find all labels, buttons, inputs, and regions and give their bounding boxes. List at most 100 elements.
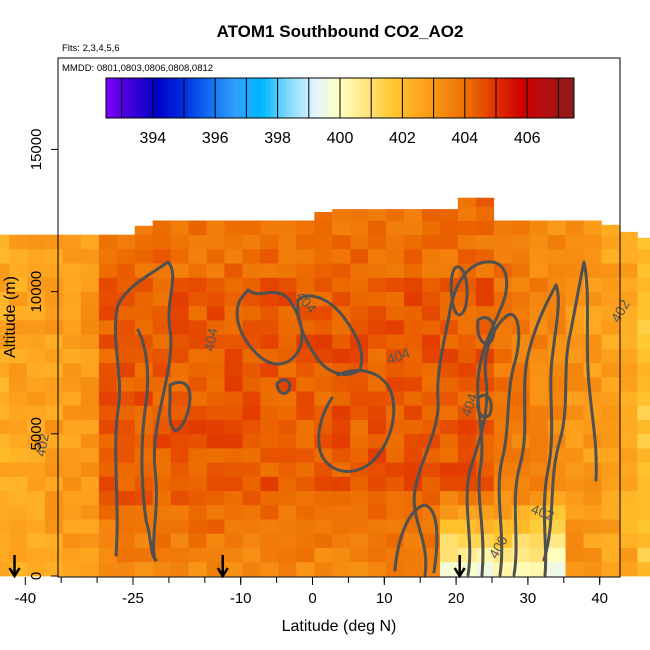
- heatmap-cell: [206, 348, 225, 364]
- heatmap-cell: [116, 248, 136, 264]
- heatmap-cell: [404, 362, 423, 378]
- heatmap-cell: [260, 462, 279, 477]
- heatmap-cell: [368, 433, 387, 449]
- heatmap-cell: [116, 391, 136, 406]
- heatmap-cell: [457, 305, 477, 321]
- heatmap-cell: [583, 234, 602, 250]
- heatmap-cell: [404, 533, 423, 548]
- heatmap-cell: [116, 433, 136, 449]
- heatmap-cell: [296, 561, 315, 577]
- heatmap-cell: [439, 405, 459, 420]
- heatmap-cell: [63, 263, 82, 278]
- heatmap-cell: [439, 433, 459, 449]
- heatmap-cell: [188, 320, 207, 335]
- heatmap-cell: [439, 533, 459, 548]
- heatmap-cell: [547, 476, 566, 492]
- heatmap-cell: [45, 448, 64, 463]
- heatmap-cell: [278, 263, 297, 278]
- heatmap-cell: [368, 462, 387, 477]
- heatmap-cell: [565, 519, 584, 534]
- heatmap-cell: [637, 334, 650, 349]
- dates-note: MMDD: 0801,0803,0806,0808,0812: [62, 63, 213, 74]
- heatmap-cell: [404, 547, 423, 563]
- colorbar-segment: [176, 78, 181, 118]
- heatmap-cell: [278, 448, 297, 463]
- heatmap-cell: [9, 248, 28, 264]
- colorbar-segment: [238, 78, 243, 118]
- heatmap-cell: [224, 519, 243, 534]
- heatmap-cell: [260, 234, 279, 250]
- heatmap-cell: [619, 533, 638, 548]
- heatmap-cell: [260, 490, 279, 506]
- colorbar-segment: [398, 78, 403, 118]
- heatmap-cell: [224, 277, 243, 292]
- chart-title: ATOM1 Southbound CO2_AO2: [217, 22, 464, 41]
- heatmap-cell: [314, 234, 333, 250]
- heatmap-cell: [511, 391, 530, 406]
- contour-402-north-loop: [449, 265, 469, 317]
- heatmap-cell: [98, 547, 118, 563]
- heatmap-cell: [80, 362, 100, 378]
- heatmap-cell: [565, 448, 584, 463]
- heatmap-cell: [619, 348, 638, 364]
- heatmap-cell: [332, 533, 351, 548]
- heatmap-cell: [422, 376, 441, 392]
- heatmap-cell: [529, 476, 549, 492]
- heatmap-cell: [152, 533, 171, 548]
- heatmap-cell: [350, 263, 369, 278]
- heatmap-cell: [242, 362, 261, 378]
- heatmap-cell: [170, 561, 190, 577]
- heatmap-cell: [224, 504, 243, 520]
- heatmap-cell: [619, 305, 638, 321]
- heatmap-cell: [170, 519, 190, 534]
- heatmap-cell: [278, 561, 297, 577]
- heatmap-cell: [332, 547, 351, 563]
- heatmap-cell: [80, 533, 100, 548]
- heatmap-cell: [439, 234, 459, 250]
- heatmap-cell: [134, 348, 154, 364]
- heatmap-cell: [493, 362, 513, 378]
- heatmap-cell: [493, 519, 513, 534]
- colorbar-segment: [106, 78, 111, 118]
- heatmap-cell: [260, 533, 279, 548]
- heatmap-cell: [80, 391, 100, 406]
- heatmap-cell: [278, 547, 297, 563]
- colorbar-segment: [160, 78, 165, 118]
- heatmap-cell: [278, 277, 297, 292]
- heatmap-cell: [152, 561, 171, 577]
- heatmap-cell: [404, 248, 423, 264]
- heatmap-cell: [439, 448, 459, 463]
- heatmap-cell: [0, 320, 10, 335]
- heatmap-cell: [134, 561, 154, 577]
- heatmap-cell: [332, 448, 351, 463]
- heatmap-cell: [332, 263, 351, 278]
- contour-label: 402: [529, 501, 557, 524]
- heatmap-cell: [296, 433, 315, 449]
- heatmap-cell: [422, 220, 441, 236]
- heatmap-cell: [224, 263, 243, 278]
- heatmap-cell: [152, 348, 171, 364]
- heatmap-cell: [152, 462, 171, 477]
- heatmap-cell: [80, 547, 100, 563]
- heatmap-cell: [9, 476, 28, 492]
- heatmap-cell: [116, 291, 136, 307]
- heatmap-cell: [314, 334, 333, 349]
- heatmap-cell: [368, 490, 387, 506]
- heatmap-cell: [368, 291, 387, 307]
- heatmap-cell: [619, 519, 638, 534]
- heatmap-cell: [619, 320, 638, 335]
- heatmap-cell: [63, 561, 82, 577]
- heatmap-cell: [63, 305, 82, 321]
- colorbar-segment: [258, 78, 263, 118]
- heatmap-cell: [45, 334, 64, 349]
- heatmap-cell: [475, 206, 495, 221]
- heatmap-cell: [493, 561, 513, 577]
- heatmap-cell: [98, 462, 118, 477]
- colorbar-segment: [301, 78, 306, 118]
- heatmap-cell: [116, 504, 136, 520]
- heatmap-cell: [170, 348, 190, 364]
- colorbar-segment: [437, 78, 442, 118]
- contour-404-west-small: [275, 378, 292, 395]
- heatmap-cell: [116, 277, 136, 292]
- heatmap-cell: [98, 391, 118, 406]
